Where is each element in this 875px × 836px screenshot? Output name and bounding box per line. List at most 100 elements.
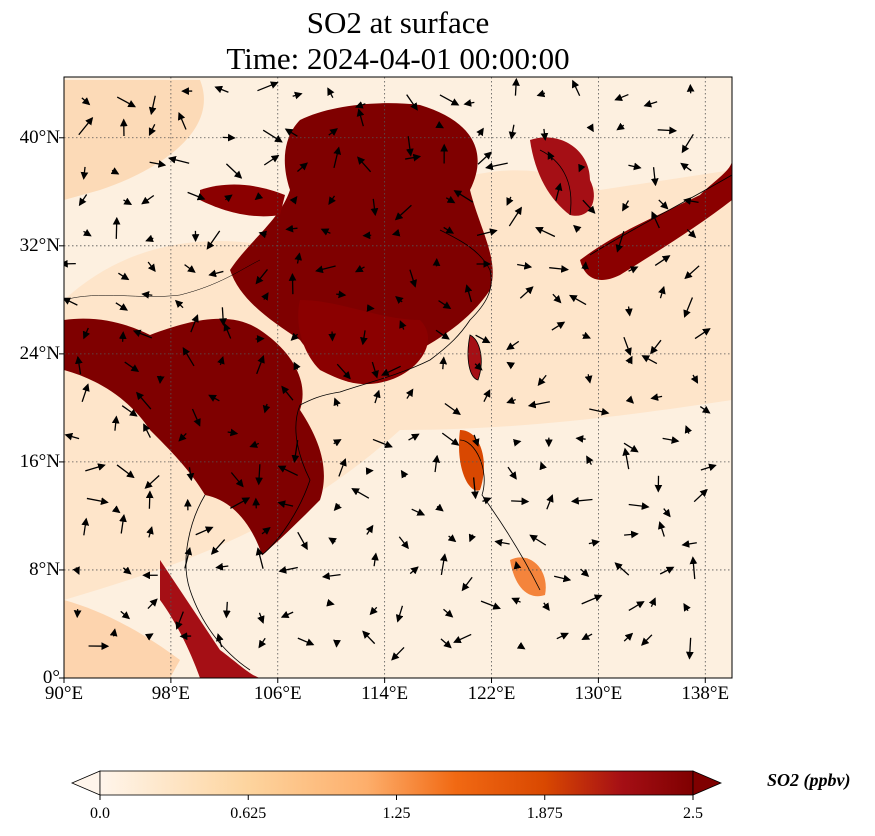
wind-arrow bbox=[624, 306, 633, 317]
wind-arrow bbox=[262, 129, 283, 143]
wind-arrow bbox=[78, 194, 88, 207]
x-tick-label: 114°E bbox=[361, 683, 409, 704]
wind-arrow bbox=[86, 497, 109, 506]
wind-arrow bbox=[280, 610, 294, 619]
wind-arrow bbox=[398, 536, 409, 550]
wind-arrow bbox=[72, 566, 80, 575]
wind-arrow bbox=[628, 266, 639, 274]
wind-arrow bbox=[477, 151, 492, 165]
y-tick-label: 16°N bbox=[19, 450, 60, 472]
wind-arrow bbox=[191, 408, 201, 427]
wind-arrow bbox=[141, 290, 153, 299]
wind-arrow bbox=[145, 490, 154, 509]
wind-arrow bbox=[506, 396, 516, 404]
wind-arrow bbox=[443, 608, 454, 618]
wind-arrow bbox=[512, 438, 522, 447]
border-line bbox=[64, 259, 261, 301]
wind-arrow bbox=[177, 111, 187, 130]
wind-arrow bbox=[622, 447, 631, 470]
wind-arrow bbox=[255, 269, 268, 285]
wind-arrow bbox=[519, 286, 534, 299]
wind-arrow bbox=[494, 538, 510, 547]
wind-arrow bbox=[625, 395, 634, 404]
wind-arrow bbox=[453, 190, 474, 203]
wind-arrow bbox=[506, 361, 516, 370]
wind-arrow bbox=[681, 134, 694, 154]
wind-arrow bbox=[263, 154, 280, 166]
wind-arrow bbox=[461, 576, 473, 592]
wind-arrow bbox=[144, 475, 160, 489]
wind-arrow bbox=[215, 562, 229, 571]
wind-arrow bbox=[651, 211, 660, 229]
wind-arrow bbox=[542, 602, 550, 612]
wind-arrow bbox=[296, 162, 308, 173]
wind-arrow bbox=[186, 467, 195, 482]
wind-arrow bbox=[184, 264, 196, 273]
wind-arrow bbox=[333, 146, 342, 168]
wind-arrow bbox=[578, 163, 586, 173]
wind-arrow bbox=[255, 464, 263, 486]
wind-arrow bbox=[445, 195, 456, 204]
wind-arrow bbox=[432, 454, 441, 473]
colorbar bbox=[70, 770, 723, 800]
wind-arrow bbox=[80, 166, 89, 180]
map-title: SO2 at surface bbox=[306, 5, 490, 40]
wind-arrow bbox=[257, 81, 279, 92]
wind-arrow bbox=[616, 122, 625, 131]
colorbar-tick-label: 0.0 bbox=[90, 805, 110, 822]
wind-arrow bbox=[693, 488, 708, 503]
wind-arrow bbox=[483, 389, 491, 402]
wind-arrow bbox=[628, 601, 645, 612]
wind-arrow bbox=[588, 539, 600, 547]
colorbar-tick-label: 0.625 bbox=[230, 805, 267, 822]
wind-arrow bbox=[650, 339, 662, 355]
wind-arrow bbox=[360, 330, 368, 346]
wind-arrow bbox=[285, 224, 298, 233]
wind-arrow bbox=[400, 469, 409, 479]
x-tick-label: 138°E bbox=[681, 683, 730, 704]
wind-arrow bbox=[391, 228, 401, 237]
wind-arrow bbox=[581, 261, 589, 270]
wind-arrow bbox=[362, 630, 376, 645]
wind-arrow bbox=[373, 389, 381, 404]
wind-arrow bbox=[439, 94, 460, 106]
wind-arrow bbox=[148, 124, 156, 136]
wind-arrow bbox=[78, 117, 94, 136]
colorbar-tick-label: 1.875 bbox=[526, 805, 563, 822]
wind-arrow bbox=[549, 265, 569, 273]
wind-arrow bbox=[261, 292, 269, 301]
wind-arrow bbox=[659, 566, 675, 575]
wind-arrow bbox=[405, 388, 414, 399]
wind-arrow bbox=[551, 321, 566, 331]
wind-arrow bbox=[657, 126, 678, 135]
wind-arrow bbox=[623, 336, 632, 356]
axis-ticks bbox=[59, 137, 706, 683]
wind-arrow bbox=[116, 464, 135, 479]
wind-arrow bbox=[230, 472, 244, 488]
wind-arrow bbox=[586, 455, 594, 465]
wind-arrow bbox=[297, 531, 308, 551]
wind-arrow bbox=[689, 556, 698, 580]
x-tick-label: 90°E bbox=[44, 683, 84, 704]
wind-arrow bbox=[112, 216, 121, 239]
y-tick-label: 8°N bbox=[29, 558, 60, 580]
wind-arrow bbox=[122, 566, 132, 575]
wind-arrow bbox=[443, 226, 455, 234]
wind-arrow bbox=[662, 436, 680, 444]
wind-arrow bbox=[262, 403, 271, 414]
wind-arrow bbox=[641, 634, 653, 646]
wind-arrow bbox=[485, 162, 508, 171]
x-tick-label: 122°E bbox=[467, 683, 516, 704]
wind-arrow bbox=[357, 156, 372, 173]
wind-arrow bbox=[174, 299, 184, 309]
wind-arrow bbox=[690, 374, 699, 384]
wind-arrow bbox=[650, 167, 659, 187]
wind-arrow bbox=[589, 407, 610, 416]
wind-vectors bbox=[64, 77, 717, 661]
wind-arrow bbox=[641, 355, 658, 365]
wind-arrow bbox=[482, 497, 492, 505]
wind-arrow bbox=[255, 547, 264, 569]
wind-arrow bbox=[615, 230, 625, 253]
wind-arrow bbox=[336, 290, 347, 299]
